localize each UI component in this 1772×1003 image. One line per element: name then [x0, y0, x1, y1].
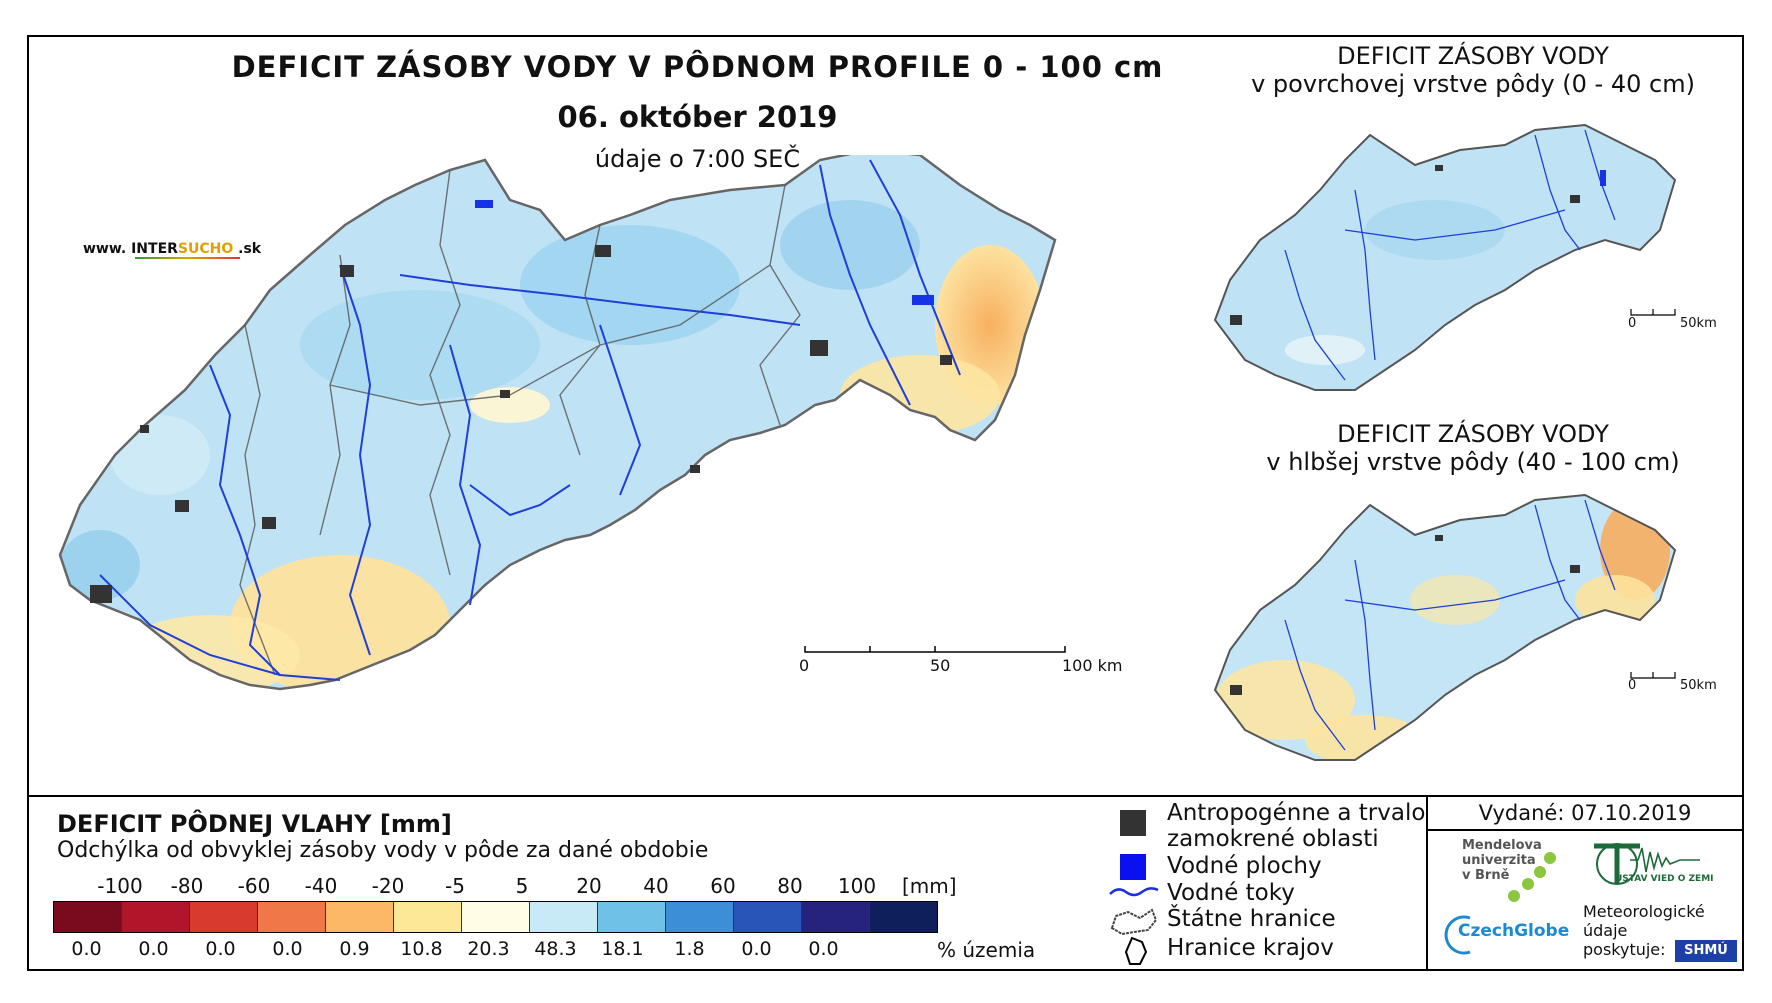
legend-percentage: 0.0 [205, 938, 236, 960]
legend-color-7 [530, 902, 598, 932]
legend-tick-label: 5 [515, 874, 529, 898]
legend-unit: [mm] [902, 874, 957, 898]
inset-bottom-scale-50: 50km [1680, 678, 1717, 693]
czechglobe-icon [1444, 915, 1471, 955]
inset-top-scale-0: 0 [1628, 316, 1637, 331]
inset-top-scale-bar [1630, 309, 1676, 316]
main-scale-50: 50 [930, 656, 951, 675]
legend-color-10 [734, 902, 802, 932]
legend-percentage: 0.9 [339, 938, 370, 960]
legend-tick-label: -80 [170, 874, 204, 898]
legend-tick-label: -5 [445, 874, 465, 898]
issued-divider-horizontal [1426, 829, 1744, 831]
map-frame [27, 35, 1744, 971]
legend-rivers: Vodné toky [1167, 880, 1295, 906]
legend-percentage: 0.0 [808, 938, 839, 960]
mendel-dots-icon [1508, 852, 1556, 902]
legend-subtitle: Odchýlka od obvyklej zásoby vody v pôde … [57, 838, 709, 863]
legend-percentage: 0.0 [272, 938, 303, 960]
main-scale-bar [804, 646, 1066, 653]
legend-percentage: 1.8 [674, 938, 705, 960]
meteo-line3: poskytuje: [1583, 940, 1666, 959]
inset-top-title-line2: v povrchovej vrstve pôdy (0 - 40 cm) [1251, 70, 1695, 98]
legend-urban-line1: Antropogénne a trvalo [1167, 800, 1426, 826]
legend-tick-label: 80 [777, 874, 803, 898]
mendel-line1: Mendelova [1462, 838, 1542, 853]
legend-percentage: 18.1 [601, 938, 644, 960]
state-border-symbol [1110, 908, 1158, 936]
legend-percentage: 20.3 [467, 938, 510, 960]
main-scale-0: 0 [799, 656, 810, 675]
mendel-line2: univerzita [1462, 853, 1536, 868]
map-time: údaje o 7:00 SEČ [594, 145, 801, 173]
issued-divider-vertical [1426, 795, 1428, 971]
uvgz-logo: ÚSTAV VIED O ZEMI [1615, 874, 1714, 884]
legend-color-0 [54, 902, 122, 932]
legend-color-ramp [53, 901, 938, 933]
issued-date: Vydané: 07.10.2019 [1478, 801, 1692, 825]
website-suffix: .sk [233, 241, 262, 257]
main-map [58, 155, 1057, 691]
legend-state-border: Štátne hranice [1167, 906, 1336, 932]
legend-percentage: 0.0 [741, 938, 772, 960]
website-label[interactable]: www. INTERSUCHO .sk [83, 241, 261, 259]
legend-color-12 [870, 902, 937, 932]
inset-top-title-line1: DEFICIT ZÁSOBY VODY [1337, 42, 1609, 70]
legend-color-5 [394, 902, 462, 932]
inset-bottom-title-line2: v hlbšej vrstve pôdy (40 - 100 cm) [1266, 448, 1680, 476]
map-date: 06. október 2019 [557, 100, 838, 134]
inset-bottom-title: DEFICIT ZÁSOBY VODY v hlbšej vrstve pôdy… [1223, 420, 1723, 476]
legend-pct-unit: % územia [937, 938, 1036, 962]
czechglobe-logo: CzechGlobe [1458, 921, 1570, 941]
uvgz-icon [1594, 843, 1700, 885]
legend-color-2 [190, 902, 258, 932]
urban-area-symbol [1120, 810, 1146, 836]
legend-color-1 [122, 902, 190, 932]
legend-divider [27, 795, 1744, 797]
legend-color-6 [462, 902, 530, 932]
inset-bottom-title-line1: DEFICIT ZÁSOBY VODY [1337, 420, 1609, 448]
legend-color-4 [326, 902, 394, 932]
meteo-line1: Meteorologické [1583, 902, 1705, 921]
legend-color-8 [598, 902, 666, 932]
legend-tick-label: 20 [576, 874, 602, 898]
inset-top-title: DEFICIT ZÁSOBY VODY v povrchovej vrstve … [1223, 42, 1723, 98]
website-highlight: SUCHO [177, 241, 234, 257]
map-title: DEFICIT ZÁSOBY VODY V PÔDNOM PROFILE 0 -… [231, 50, 1164, 84]
river-symbol [1109, 887, 1159, 897]
legend-percentage: 0.0 [71, 938, 102, 960]
legend-tick-label: -60 [237, 874, 271, 898]
legend-tick-label: 60 [710, 874, 736, 898]
legend-title: DEFICIT PÔDNEJ VLAHY [mm] [57, 810, 452, 838]
mendel-line3: v Brně [1462, 868, 1510, 883]
website-underline [135, 257, 240, 259]
water-body-symbol [1120, 854, 1146, 880]
website-prefix: www. INTER [83, 241, 178, 257]
legend-region-border: Hranice krajov [1167, 935, 1334, 961]
legend-percentage: 10.8 [400, 938, 443, 960]
legend-percentage: 48.3 [534, 938, 577, 960]
inset-bottom-map [1213, 493, 1677, 761]
main-scale-100: 100 km [1062, 656, 1123, 675]
legend-water-bodies: Vodné plochy [1167, 853, 1322, 879]
inset-top-map [1213, 123, 1677, 391]
inset-bottom-scale-bar [1630, 672, 1676, 679]
inset-top-scale-50: 50km [1680, 316, 1717, 331]
legend-tick-label: -40 [304, 874, 338, 898]
legend-color-3 [258, 902, 326, 932]
legend-tick-label: 40 [643, 874, 669, 898]
mendel-logo: Mendelova univerzita v Brně [1462, 838, 1542, 883]
legend-color-9 [666, 902, 734, 932]
meteo-line2: údaje [1583, 921, 1628, 940]
meteo-provider: Meteorologické údaje poskytuje: [1583, 902, 1705, 959]
inset-bottom-scale-0: 0 [1628, 678, 1637, 693]
legend-urban-line2: zamokrené oblasti [1167, 826, 1379, 852]
legend-tick-label: -20 [371, 874, 405, 898]
region-border-symbol [1124, 936, 1148, 965]
legend-percentage: 0.0 [138, 938, 169, 960]
legend-tick-label: -100 [97, 874, 143, 898]
legend-color-11 [802, 902, 870, 932]
shmu-logo: SHMÚ [1675, 940, 1737, 962]
legend-tick-label: 100 [837, 874, 877, 898]
